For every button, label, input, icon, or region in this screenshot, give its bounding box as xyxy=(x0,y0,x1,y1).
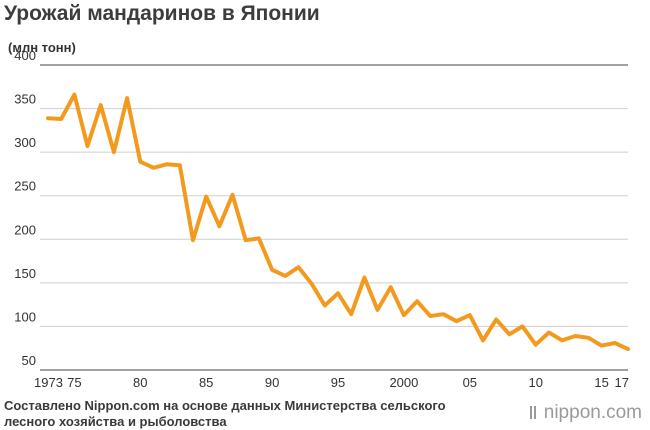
x-tick-label-17: 17 xyxy=(615,375,629,390)
data-point-2001 xyxy=(415,299,419,303)
source-line-1: Составлено Nippon.com на основе данных М… xyxy=(4,398,446,413)
data-point-2013 xyxy=(573,334,577,338)
data-point-1988 xyxy=(244,238,248,242)
data-point-1983 xyxy=(178,163,182,167)
series-harvest xyxy=(46,92,630,352)
data-point-2004 xyxy=(455,319,459,323)
data-point-2002 xyxy=(428,314,432,318)
data-point-1994 xyxy=(323,304,327,307)
y-tick-label-400: 400 xyxy=(14,48,36,63)
series-line xyxy=(46,92,630,352)
data-point-1989 xyxy=(257,236,261,240)
x-tick-label-2000: 2000 xyxy=(389,375,418,390)
y-tick-label-350: 350 xyxy=(14,92,36,107)
y-axis-tick-labels: 50 100 150 200 250 300 350 400 xyxy=(14,48,36,368)
data-point-1978 xyxy=(112,150,116,154)
data-point-2017 xyxy=(626,347,630,351)
data-point-1991 xyxy=(283,274,287,278)
data-point-1996 xyxy=(349,312,353,316)
data-point-2012 xyxy=(560,338,564,342)
x-tick-label-85: 85 xyxy=(199,375,213,390)
y-tick-label-50: 50 xyxy=(22,353,36,368)
data-point-2010 xyxy=(534,343,538,347)
data-point-2007 xyxy=(494,318,498,321)
data-point-2014 xyxy=(587,336,590,340)
y-axis-unit-label: (млн тонн) xyxy=(8,40,76,55)
data-point-1979 xyxy=(125,96,129,100)
data-point-1985 xyxy=(204,195,208,199)
chart-title: Урожай мандаринов в Японии xyxy=(4,2,320,25)
brand-logo: nippon.com xyxy=(529,402,642,424)
data-point-1987 xyxy=(231,193,234,197)
y-tick-label-300: 300 xyxy=(14,135,36,150)
data-point-2016 xyxy=(613,341,617,345)
y-tick-label-100: 100 xyxy=(14,309,36,324)
data-point-1976 xyxy=(86,144,89,148)
y-tick-label-150: 150 xyxy=(14,266,36,281)
x-tick-label-90: 90 xyxy=(265,375,279,390)
x-tick-label-15: 15 xyxy=(594,375,608,390)
data-point-1992 xyxy=(297,265,300,269)
x-axis-tick-labels: 1973 75 80 85 90 95 2000 05 10 15 17 xyxy=(34,375,629,390)
data-point-1975 xyxy=(72,93,76,97)
data-point-1982 xyxy=(165,162,169,166)
data-point-2005 xyxy=(468,313,472,317)
source-line-2: лесного хозяйства и рыболовства xyxy=(4,414,227,429)
data-point-2015 xyxy=(600,344,604,348)
data-point-1984 xyxy=(191,238,195,242)
data-point-1977 xyxy=(99,103,103,107)
source-note: Составлено Nippon.com на основе данных М… xyxy=(4,398,446,430)
data-point-2003 xyxy=(442,312,445,316)
data-point-1990 xyxy=(270,268,274,272)
data-point-2000 xyxy=(402,313,406,317)
data-point-1980 xyxy=(138,160,142,164)
x-tick-label-75: 75 xyxy=(67,375,81,390)
data-point-1993 xyxy=(310,282,314,286)
data-point-2011 xyxy=(547,331,551,334)
data-point-2009 xyxy=(521,324,524,328)
nippon-logo-icon xyxy=(529,403,540,419)
data-point-2006 xyxy=(481,338,485,342)
x-tick-label-95: 95 xyxy=(331,375,345,390)
data-point-1998 xyxy=(376,308,379,312)
data-point-1997 xyxy=(362,276,366,280)
data-point-1995 xyxy=(336,291,340,295)
x-tick-label-10: 10 xyxy=(528,375,542,390)
data-point-1981 xyxy=(152,166,155,170)
data-point-1986 xyxy=(217,224,221,228)
data-point-1999 xyxy=(389,285,393,289)
x-tick-label-1973: 1973 xyxy=(34,375,63,390)
y-tick-label-200: 200 xyxy=(14,222,36,237)
data-point-1973 xyxy=(46,116,50,120)
brand-text: nippon.com xyxy=(543,402,642,423)
x-tick-label-05: 05 xyxy=(463,375,477,390)
data-point-1974 xyxy=(59,117,63,121)
data-point-2008 xyxy=(507,332,511,336)
x-tick-label-80: 80 xyxy=(133,375,147,390)
y-tick-label-250: 250 xyxy=(14,179,36,194)
